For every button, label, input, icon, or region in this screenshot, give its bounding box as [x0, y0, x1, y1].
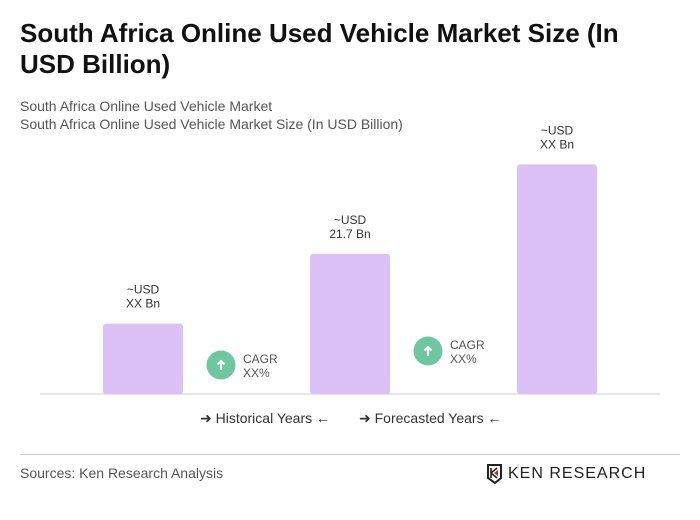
- legend-forecasted: ➜ Forecasted Years ←: [359, 410, 502, 426]
- bar: [103, 323, 183, 394]
- bar: [517, 164, 597, 394]
- subtitle: South Africa Online Used Vehicle Market: [20, 98, 273, 114]
- divider: [20, 454, 680, 455]
- data-label: 21.7 Bn: [329, 227, 370, 241]
- logo-icon: [487, 464, 502, 484]
- bar: [310, 254, 390, 394]
- data-label: ~USD: [334, 213, 367, 227]
- logo-text: KEN RESEARCH: [508, 465, 647, 482]
- legend-historical: ➜ Historical Years ←: [200, 410, 331, 426]
- cagr-label: CAGR: [450, 338, 485, 352]
- data-label: XX Bn: [126, 297, 160, 311]
- cagr-label: CAGR: [243, 352, 278, 366]
- source-note: Sources: Ken Research Analysis: [20, 465, 224, 481]
- subtitle-2: South Africa Online Used Vehicle Market …: [20, 116, 403, 132]
- legend-forecasted-label: Forecasted Years: [374, 410, 484, 426]
- legend-historical-label: Historical Years: [215, 410, 313, 426]
- page-title: South Africa Online Used Vehicle Market …: [20, 18, 619, 79]
- data-label: XX Bn: [540, 137, 574, 151]
- cagr-value: XX%: [243, 366, 270, 380]
- cagr-value: XX%: [450, 352, 477, 366]
- ken-research-logo: KEN RESEARCH: [486, 464, 646, 484]
- data-label: ~USD: [127, 283, 160, 297]
- data-label: ~USD: [541, 123, 574, 137]
